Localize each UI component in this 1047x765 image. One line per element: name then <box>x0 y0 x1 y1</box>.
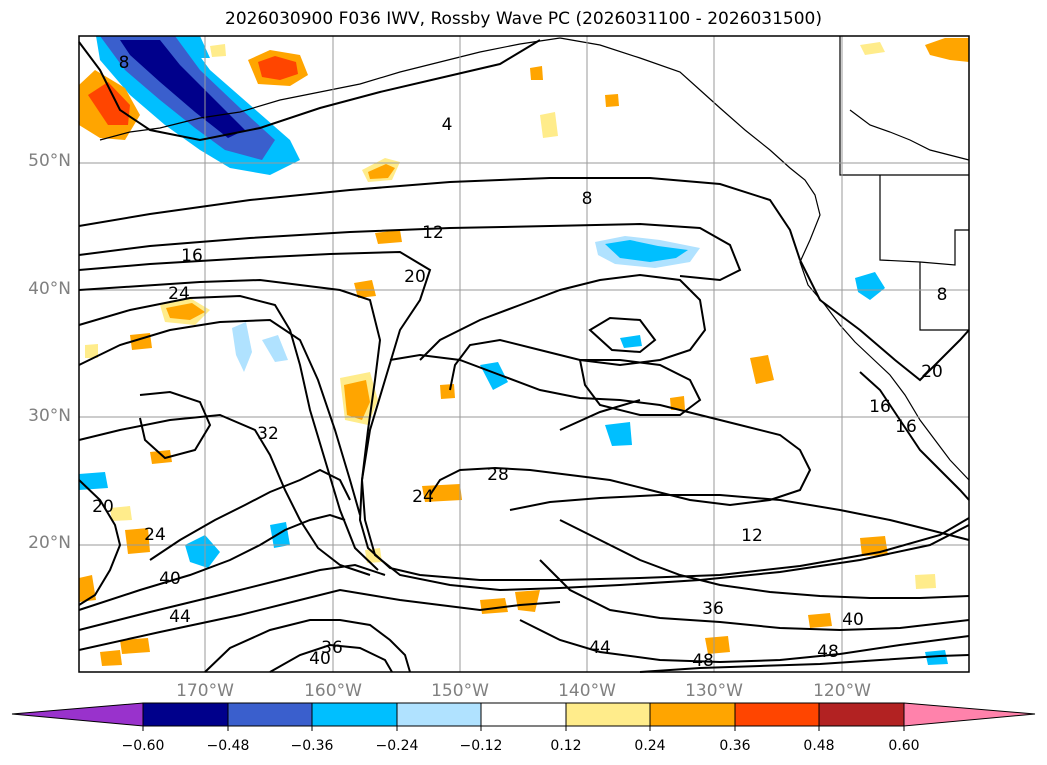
colorbar-segment <box>818 702 905 727</box>
colorbar-extend-low <box>11 702 144 727</box>
lat-label: 20°N <box>28 533 71 553</box>
contour-label: 16 <box>181 246 203 266</box>
colorbar-extend-high <box>903 702 1036 727</box>
colorbar-tick-label: 0.24 <box>634 738 666 754</box>
lon-label: 120°W <box>813 681 871 701</box>
contour-label: 48 <box>692 651 714 671</box>
colorbar-tick-label: −0.60 <box>121 738 165 754</box>
contour-label: 20 <box>92 497 114 517</box>
contour-label: 8 <box>582 189 593 209</box>
colorbar <box>11 702 1036 731</box>
colorbar-segment <box>142 702 229 727</box>
lat-label: 30°N <box>28 406 71 426</box>
colorbar-tick-label: −0.12 <box>459 738 503 754</box>
iwv-contours <box>78 39 970 673</box>
colorbar-segment <box>565 702 651 727</box>
contour-label: 44 <box>169 607 191 627</box>
lon-label: 140°W <box>558 681 616 701</box>
colorbar-tick-label: 0.60 <box>888 738 920 754</box>
contour-label: 8 <box>937 285 948 305</box>
colorbar-segment <box>227 702 313 727</box>
colorbar-tick-label: 0.36 <box>719 738 751 754</box>
colorbar-segment <box>480 702 567 727</box>
contour-label: 20 <box>404 267 426 287</box>
colorbar-tick-label: 0.12 <box>550 738 582 754</box>
contour-label: 24 <box>412 487 434 507</box>
colorbar-tick-label: 0.48 <box>803 738 835 754</box>
contour-label: 8 <box>119 53 130 73</box>
lat-label: 40°N <box>28 279 71 299</box>
coastlines <box>99 36 970 481</box>
contour-label: 40 <box>159 569 181 589</box>
contour-label: 36 <box>702 599 724 619</box>
contour-label: 4 <box>442 115 453 135</box>
colorbar-tick-label: −0.48 <box>206 738 250 754</box>
colorbar-segment <box>396 702 482 727</box>
contour-label: 16 <box>869 397 891 417</box>
contour-label: 12 <box>741 526 763 546</box>
lon-label: 170°W <box>176 681 234 701</box>
contour-label: 28 <box>487 465 509 485</box>
contour-label: 24 <box>168 284 190 304</box>
contour-label: 32 <box>257 424 279 444</box>
lat-lon-grid <box>79 36 969 672</box>
contour-label: 48 <box>817 642 839 662</box>
pc-shading <box>79 36 969 666</box>
lon-label: 160°W <box>304 681 362 701</box>
colorbar-segment <box>649 702 736 727</box>
contour-labels: 8 4 8 12 16 20 24 32 28 24 20 24 40 44 3… <box>92 53 947 671</box>
contour-label: 40 <box>309 649 331 669</box>
map-frame <box>78 35 970 673</box>
colorbar-tick-label: −0.36 <box>290 738 334 754</box>
contour-label: 44 <box>589 638 611 658</box>
contour-label: 36 <box>321 638 343 658</box>
contour-label: 20 <box>921 362 943 382</box>
colorbar-segment <box>311 702 398 727</box>
lon-label: 130°W <box>685 681 743 701</box>
colorbar-segment <box>734 702 820 727</box>
contour-label: 40 <box>842 610 864 630</box>
plot-title: 2026030900 F036 IWV, Rossby Wave PC (202… <box>225 9 822 29</box>
contour-label: 24 <box>144 525 166 545</box>
contour-label: 16 <box>895 417 917 437</box>
lat-label: 50°N <box>28 151 71 171</box>
contour-label: 12 <box>422 223 444 243</box>
colorbar-tick-label: −0.24 <box>375 738 419 754</box>
lon-label: 150°W <box>431 681 489 701</box>
